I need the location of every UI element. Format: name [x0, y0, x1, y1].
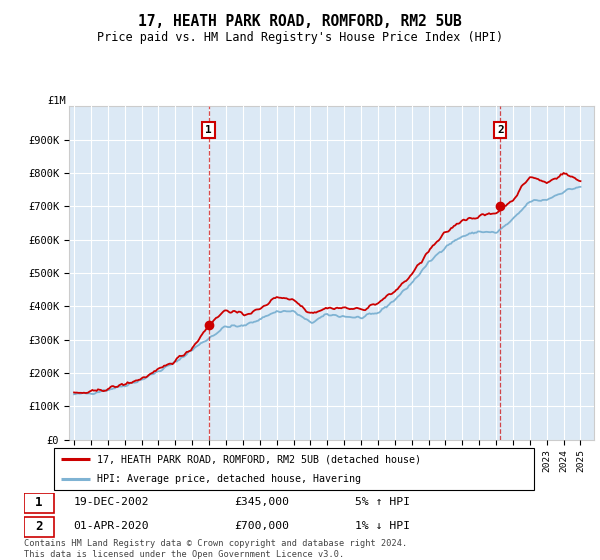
- FancyBboxPatch shape: [24, 493, 55, 513]
- Text: 1% ↓ HPI: 1% ↓ HPI: [355, 521, 410, 531]
- Text: 2: 2: [497, 125, 503, 135]
- Text: 17, HEATH PARK ROAD, ROMFORD, RM2 5UB: 17, HEATH PARK ROAD, ROMFORD, RM2 5UB: [138, 14, 462, 29]
- Text: £700,000: £700,000: [234, 521, 289, 531]
- Text: HPI: Average price, detached house, Havering: HPI: Average price, detached house, Have…: [97, 474, 361, 484]
- Text: £1M: £1M: [47, 96, 67, 106]
- Text: Price paid vs. HM Land Registry's House Price Index (HPI): Price paid vs. HM Land Registry's House …: [97, 31, 503, 44]
- Text: 17, HEATH PARK ROAD, ROMFORD, RM2 5UB (detached house): 17, HEATH PARK ROAD, ROMFORD, RM2 5UB (d…: [97, 454, 421, 464]
- Text: 01-APR-2020: 01-APR-2020: [74, 521, 149, 531]
- Text: Contains HM Land Registry data © Crown copyright and database right 2024.
This d: Contains HM Land Registry data © Crown c…: [24, 539, 407, 559]
- Text: 2: 2: [35, 520, 43, 533]
- Text: £345,000: £345,000: [234, 497, 289, 507]
- Text: 1: 1: [35, 496, 43, 509]
- Text: 5% ↑ HPI: 5% ↑ HPI: [355, 497, 410, 507]
- FancyBboxPatch shape: [54, 448, 534, 490]
- FancyBboxPatch shape: [24, 517, 55, 536]
- Text: 19-DEC-2002: 19-DEC-2002: [74, 497, 149, 507]
- Text: 1: 1: [205, 125, 212, 135]
